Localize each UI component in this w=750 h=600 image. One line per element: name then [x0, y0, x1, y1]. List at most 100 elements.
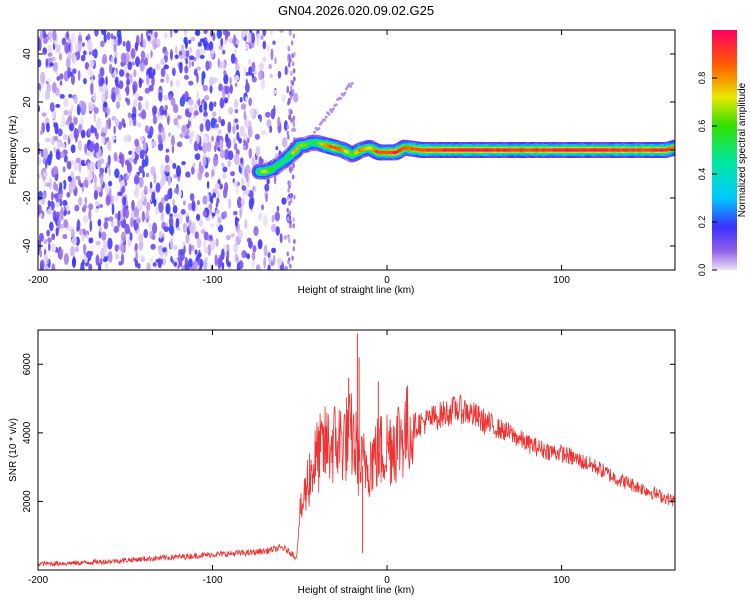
noise-speck: [162, 247, 167, 253]
noise-speck: [162, 257, 167, 266]
noise-speck: [165, 148, 170, 153]
noise-speck: [206, 181, 210, 189]
noise-speck: [131, 199, 135, 212]
branch-point: [334, 103, 338, 107]
noise-speck: [127, 61, 133, 71]
noise-speck: [288, 108, 291, 114]
noise-speck: [75, 157, 81, 164]
noise-speck: [90, 126, 96, 134]
colorbar-tick-label: 0.8: [697, 72, 707, 85]
noise-speck: [271, 247, 277, 254]
noise-speck: [252, 244, 257, 253]
noise-speck: [228, 107, 234, 115]
noise-speck: [267, 264, 271, 270]
noise-speck: [279, 30, 284, 33]
noise-speck: [291, 255, 294, 261]
noise-speck: [42, 148, 49, 160]
noise-speck: [73, 116, 78, 125]
noise-speck: [105, 194, 111, 206]
noise-speck: [233, 74, 240, 81]
snr-plot-area: [38, 330, 675, 570]
noise-speck: [262, 56, 267, 62]
spectrogram-x-ticks: -200 -100 0 100: [28, 30, 570, 286]
noise-speck: [226, 141, 230, 148]
noise-speck: [59, 181, 63, 191]
noise-speck: [114, 87, 120, 96]
noise-speck: [80, 261, 85, 270]
noise-speck: [270, 223, 277, 233]
noise-speck: [234, 98, 239, 109]
noise-speck: [38, 173, 41, 179]
noise-speck: [165, 154, 170, 164]
colorbar-ticks: 0.0 0.2 0.4 0.6 0.8: [697, 72, 717, 277]
noise-speck: [179, 55, 183, 60]
noise-speck: [227, 37, 233, 44]
noise-speck: [288, 53, 291, 59]
noise-speck: [197, 41, 202, 47]
colorbar-tick-label: 0.0: [697, 264, 707, 277]
noise-speck: [62, 134, 68, 141]
noise-speck: [44, 158, 48, 170]
noise-speck: [127, 162, 133, 174]
noise-speck: [290, 40, 294, 46]
noise-speck: [144, 87, 151, 94]
noise-speck: [111, 91, 116, 103]
noise-speck: [210, 238, 216, 251]
noise-speck: [139, 149, 145, 160]
noise-speck: [87, 66, 93, 77]
noise-speck: [155, 182, 161, 193]
noise-speck: [292, 174, 295, 180]
branch-point: [331, 107, 335, 111]
noise-speck: [196, 72, 199, 84]
noise-speck: [62, 179, 67, 190]
noise-speck: [175, 45, 178, 55]
noise-speck: [286, 251, 289, 257]
noise-speck: [164, 164, 170, 173]
noise-speck: [155, 38, 161, 48]
noise-speck: [38, 89, 41, 100]
noise-speck: [108, 180, 113, 187]
noise-speck: [182, 222, 188, 233]
noise-speck: [53, 146, 56, 153]
noise-speck: [256, 36, 260, 48]
spectrogram-y-ticks: -40 -20 0 20 40: [22, 48, 675, 253]
noise-speck: [120, 243, 125, 254]
figure-title: GN04.2026.020.09.02.G25: [278, 3, 434, 18]
noise-speck: [287, 259, 290, 265]
noise-speck: [55, 44, 61, 53]
noise-speck: [60, 120, 66, 128]
noise-speck: [191, 221, 196, 234]
noise-speck: [38, 142, 41, 148]
noise-speck: [38, 39, 42, 51]
noise-speck: [228, 266, 232, 270]
x-tick-label: -200: [28, 275, 48, 286]
noise-speck: [196, 237, 202, 249]
branch-point: [339, 96, 343, 100]
noise-speck: [257, 239, 263, 250]
noise-speck: [150, 243, 156, 250]
noise-speck: [196, 90, 200, 102]
noise-speck: [51, 263, 56, 270]
noise-speck: [146, 262, 151, 270]
noise-speck: [157, 245, 163, 251]
noise-speck: [98, 73, 101, 79]
noise-speck: [292, 68, 296, 74]
noise-speck: [75, 134, 78, 143]
noise-speck: [53, 121, 56, 128]
noise-speck: [188, 80, 194, 86]
noise-speck: [248, 148, 253, 159]
noise-speck: [126, 78, 131, 86]
noise-speck: [205, 119, 211, 132]
noise-speck: [202, 156, 207, 167]
noise-speck: [212, 32, 216, 42]
noise-speck: [123, 135, 129, 143]
noise-speck: [241, 166, 245, 178]
noise-speck: [152, 39, 157, 50]
noise-speck: [111, 135, 116, 141]
noise-speck: [107, 154, 111, 166]
noise-speck: [95, 254, 100, 266]
noise-speck: [171, 145, 175, 154]
noise-speck: [122, 196, 127, 207]
noise-speck: [238, 260, 244, 270]
